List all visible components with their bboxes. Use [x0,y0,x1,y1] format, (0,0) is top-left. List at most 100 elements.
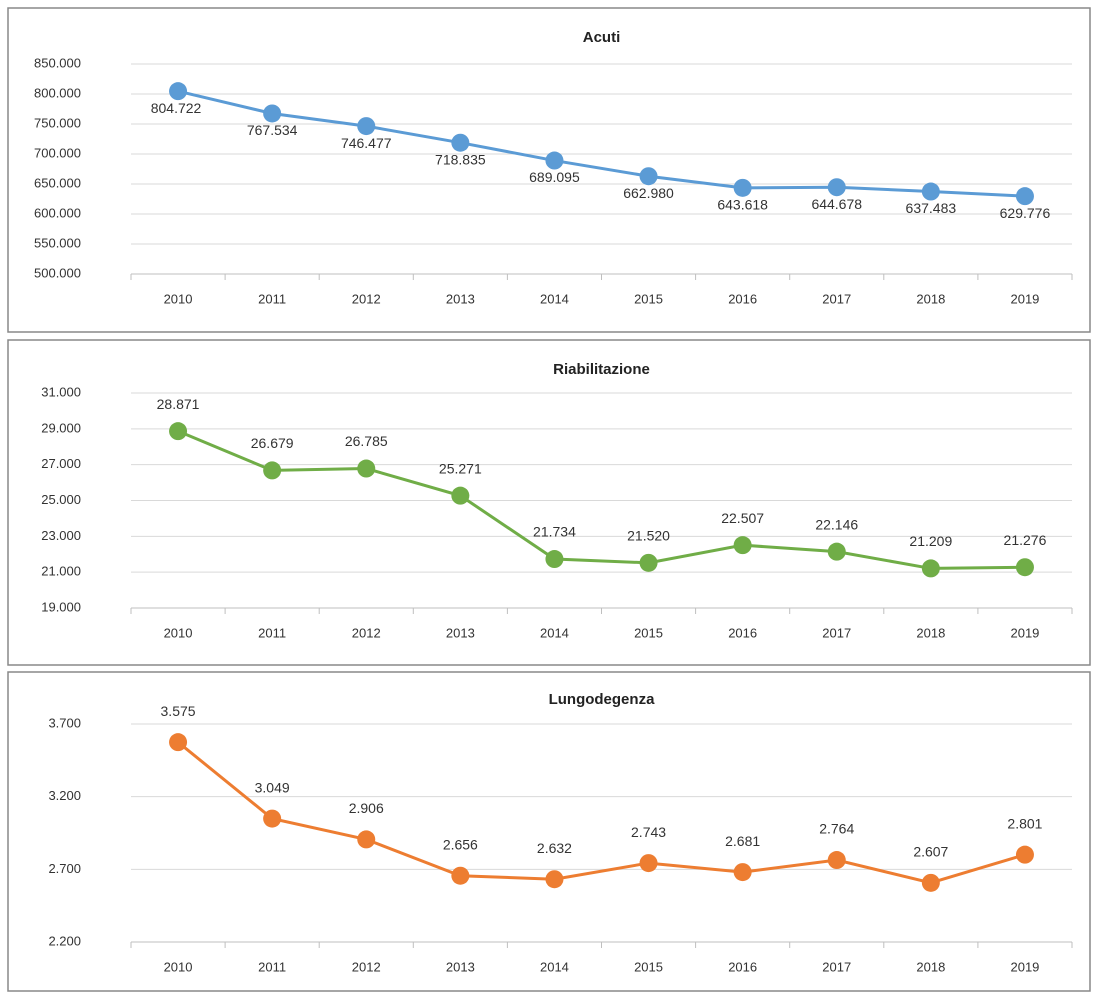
data-label: 637.483 [906,200,957,216]
marker [451,866,470,885]
x-tick-label: 2016 [728,959,757,974]
y-tick-label: 27.000 [41,456,81,471]
x-tick-label: 2019 [1010,291,1039,306]
marker [263,104,282,123]
marker [733,536,752,555]
chart-title: Lungodegenza [549,691,655,708]
marker [733,178,752,197]
y-tick-label: 800.000 [34,85,81,100]
x-tick-label: 2018 [916,959,945,974]
data-label: 2.656 [443,836,478,852]
data-label: 644.678 [811,196,862,212]
x-tick-label: 2018 [916,625,945,640]
y-tick-label: 19.000 [41,599,81,614]
marker [827,542,846,561]
data-label: 2.801 [1007,815,1042,831]
marker [639,167,658,186]
x-tick-label: 2016 [728,291,757,306]
x-tick-label: 2017 [822,625,851,640]
data-label: 22.507 [721,510,764,526]
x-tick-label: 2016 [728,625,757,640]
data-label: 2.743 [631,824,666,840]
data-label: 2.607 [913,844,948,860]
data-label: 22.146 [815,516,858,532]
y-tick-label: 21.000 [41,564,81,579]
x-tick-label: 2017 [822,291,851,306]
y-tick-label: 750.000 [34,115,81,130]
data-label: 21.209 [909,533,952,549]
marker [263,461,282,480]
data-label: 21.734 [533,524,576,540]
marker [1015,558,1034,577]
x-tick-label: 2014 [540,959,569,974]
x-tick-label: 2011 [258,625,286,640]
data-label: 3.049 [255,779,290,795]
x-tick-label: 2013 [446,291,475,306]
data-label: 2.632 [537,840,572,856]
chart-frame [7,671,1091,992]
marker [1015,187,1034,206]
x-tick-label: 2019 [1010,959,1039,974]
data-label: 21.276 [1004,532,1047,548]
data-label: 718.835 [435,151,486,167]
y-tick-label: 700.000 [34,145,81,160]
y-tick-label: 2.700 [48,861,81,876]
data-label: 804.722 [151,100,202,116]
data-label: 26.679 [251,435,294,451]
chart-title: Riabilitazione [553,361,650,378]
x-tick-label: 2015 [634,291,663,306]
x-tick-label: 2012 [352,959,381,974]
x-tick-label: 2018 [916,291,945,306]
y-tick-label: 850.000 [34,55,81,70]
x-tick-label: 2015 [634,959,663,974]
data-label: 629.776 [1000,205,1051,221]
x-tick-label: 2015 [634,625,663,640]
data-label: 767.534 [247,122,298,138]
marker [357,459,376,478]
marker [921,559,940,578]
marker [921,873,940,892]
y-tick-label: 500.000 [34,265,81,280]
y-tick-label: 3.700 [48,715,81,730]
line [177,89,1026,198]
x-tick-label: 2012 [352,625,381,640]
marker [545,550,564,569]
x-tick-label: 2014 [540,291,569,306]
x-tick-label: 2017 [822,959,851,974]
marker [263,809,282,828]
chart-frame [7,339,1091,666]
marker [921,182,940,201]
marker [545,151,564,170]
x-tick-label: 2012 [352,291,381,306]
chart-title: Acuti [583,29,621,46]
marker [827,178,846,197]
y-tick-label: 550.000 [34,235,81,250]
marker [169,422,188,441]
data-label: 28.871 [157,396,200,412]
marker [827,851,846,870]
data-label: 662.980 [623,185,674,201]
y-tick-label: 600.000 [34,205,81,220]
marker [639,854,658,873]
marker [545,870,564,889]
y-tick-label: 23.000 [41,528,81,543]
x-tick-label: 2019 [1010,625,1039,640]
y-tick-label: 3.200 [48,788,81,803]
data-label: 3.575 [161,703,196,719]
data-label: 21.520 [627,528,670,544]
data-label: 746.477 [341,135,392,151]
data-label: 2.764 [819,821,854,837]
data-label: 2.906 [349,800,384,816]
x-tick-label: 2011 [258,959,286,974]
data-label: 2.681 [725,833,760,849]
y-tick-label: 29.000 [41,420,81,435]
data-label: 25.271 [439,460,482,476]
marker [451,486,470,505]
line [177,429,1025,570]
line [177,741,1026,885]
y-tick-label: 650.000 [34,175,81,190]
y-tick-label: 25.000 [41,492,81,507]
marker [451,133,470,152]
y-tick-label: 2.200 [48,933,81,948]
